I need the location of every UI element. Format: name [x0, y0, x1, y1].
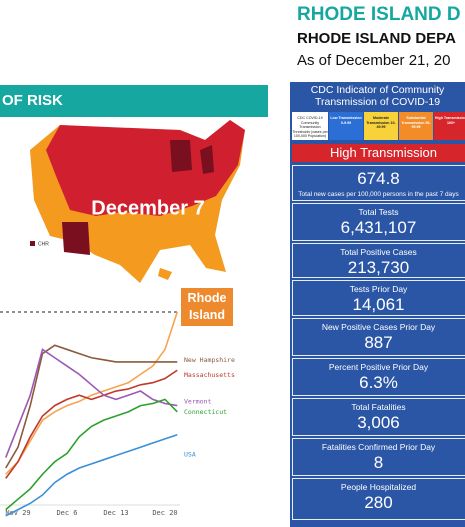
stat-label: Fatalities Confirmed Prior Day	[321, 442, 436, 452]
date: As of December 21, 20	[297, 52, 451, 69]
map-label: December 7	[91, 197, 204, 219]
stat-cell: 674.8 Total new cases per 100,000 persons…	[292, 165, 465, 201]
stat-value: 6,431,107	[340, 218, 417, 237]
title: RHODE ISLAND D	[297, 4, 461, 25]
stat-label: Total Tests	[358, 207, 399, 217]
x-tick-label: Dec 20	[152, 509, 177, 517]
series-label: USA	[184, 451, 196, 459]
stat-label: Total Positive Cases	[340, 247, 417, 257]
stats-panel: CDC Indicator of Community Transmission …	[290, 82, 465, 527]
stat-cell: New Positive Cases Prior Day 887	[292, 318, 465, 356]
map-region	[62, 222, 90, 255]
x-tick-label: Nov 29	[5, 509, 30, 517]
x-tick-label: Dec 13	[103, 509, 128, 517]
stat-cell: Fatalities Confirmed Prior Day 8	[292, 438, 465, 476]
stat-value: 887	[364, 333, 393, 352]
stat-value: 280	[364, 493, 393, 512]
series-line	[5, 433, 178, 517]
map-and-chart: CHR December 7 Nov 29 Dec 6 Dec 13 Dec 20 Ne…	[0, 120, 245, 517]
legend-cell: CDC COVID-19 Community Transmission Thre…	[292, 112, 328, 140]
series-line	[5, 348, 178, 458]
us-map: CHR December 7	[30, 120, 245, 283]
stat-value: 674.8	[357, 169, 400, 188]
subtitle: RHODE ISLAND DEPA	[297, 30, 456, 47]
stat-label: New Positive Cases Prior Day	[321, 322, 436, 332]
map-region	[170, 140, 192, 172]
legend-cell: Low Transmission 0-9.99	[329, 112, 363, 140]
legend-swatch	[30, 241, 35, 246]
stat-value: 14,061	[352, 295, 405, 314]
stat-label: Tests Prior Day	[349, 284, 408, 294]
stat-label: Total Fatalities	[351, 402, 406, 412]
stat-value: 8	[373, 453, 384, 472]
series-line	[5, 344, 178, 469]
map-region	[200, 145, 214, 174]
stat-value: 6.3%	[359, 373, 398, 392]
stat-value: 213,730	[347, 258, 410, 277]
series-label: New Hampshire	[184, 356, 235, 364]
series-label: Massachusetts	[184, 371, 235, 379]
series-line	[5, 398, 178, 511]
stat-label: People Hospitalized	[340, 482, 417, 492]
series-label: Vermont	[184, 398, 211, 406]
cdc-title: CDC Indicator of Community Transmission …	[310, 84, 445, 108]
legend-cell: High Transmission 100+	[434, 112, 465, 140]
series-label: Connecticut	[184, 408, 227, 416]
map-region	[158, 268, 172, 280]
series-line	[5, 311, 179, 475]
transmission-level: High Transmission	[292, 144, 465, 162]
stat-cell: People Hospitalized 280	[292, 478, 465, 520]
legend-cell: Moderate Transmission 10-49.99	[364, 112, 398, 140]
stat-value: 3,006	[357, 413, 400, 432]
legend-cell: Substantial Transmission 50-99.99	[399, 112, 433, 140]
stat-label: Percent Positive Prior Day	[328, 362, 429, 372]
risk-banner: OF RISK	[0, 85, 268, 117]
left-column: OF RISK CHR December 7 Nov 29 Dec 6 Dec 13…	[0, 85, 268, 517]
stat-cell: Percent Positive Prior Day 6.3%	[292, 358, 465, 396]
rhode-island-label: Rhode Island	[181, 288, 233, 326]
stat-cell: Tests Prior Day 14,061	[292, 280, 465, 316]
map-legend: CHR	[38, 241, 49, 247]
stat-cell: Total Tests 6,431,107	[292, 203, 465, 241]
series-line	[5, 369, 178, 479]
stat-cell: Total Fatalities 3,006	[292, 398, 465, 436]
map-region	[46, 120, 245, 216]
x-tick-label: Dec 6	[56, 509, 77, 517]
stat-cell: Total Positive Cases 213,730	[292, 243, 465, 278]
stat-label: Total new cases per 100,000 persons in t…	[298, 191, 459, 198]
